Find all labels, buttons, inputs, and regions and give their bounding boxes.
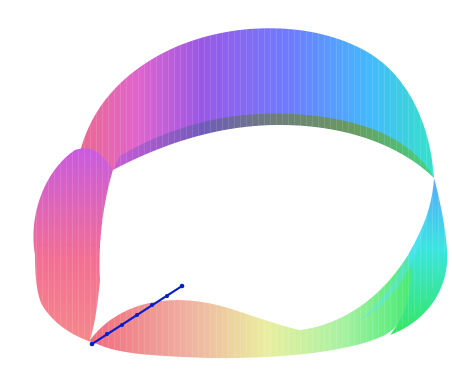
marker-point [165, 294, 169, 298]
marker-point [150, 303, 154, 307]
marker-point [89, 341, 95, 347]
marker-point [120, 323, 124, 327]
marker-point [179, 283, 185, 289]
marker-point [105, 332, 109, 336]
marker-point [135, 313, 139, 317]
marker-segment [89, 283, 185, 347]
strip-inner-hole [90, 125, 434, 340]
